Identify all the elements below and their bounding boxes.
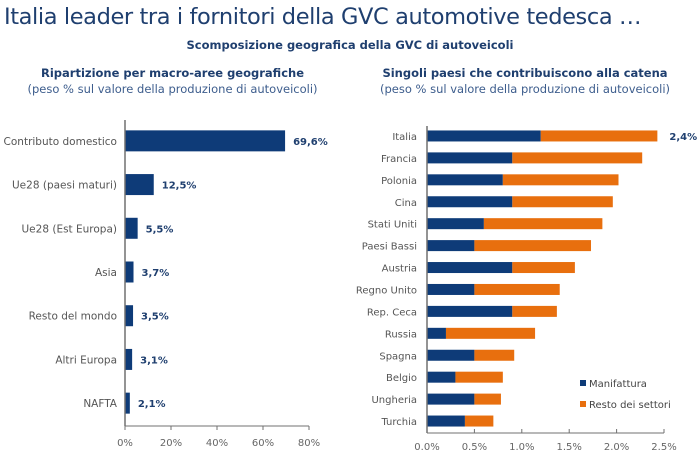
bar-segment-manifattura	[427, 262, 513, 274]
bar	[125, 348, 133, 370]
bar-segment-resto-dei-settori	[512, 152, 643, 164]
x-tick-label: 0.0%	[414, 442, 439, 453]
category-label: NAFTA	[83, 398, 117, 410]
bar-segment-resto-dei-settori	[474, 349, 515, 361]
bar-segment-resto-dei-settori	[474, 283, 560, 295]
bar-segment-resto-dei-settori	[512, 196, 613, 208]
x-tick-label: 1.0%	[509, 442, 534, 453]
bar-segment-resto-dei-settori	[512, 262, 575, 274]
category-label: Austria	[382, 264, 417, 275]
page-title: Italia leader tra i fornitori della GVC …	[4, 4, 642, 30]
bar-segment-manifattura	[427, 327, 446, 339]
category-label: Ue28 (paesi maturi)	[12, 180, 117, 192]
data-label: 3,1%	[140, 355, 168, 366]
x-tick-label: 0.5%	[462, 442, 487, 453]
left-chart-title: Ripartizione per macro-aree geografiche	[41, 66, 304, 80]
right-chart-subtitle: (peso % sul valore della produzione di a…	[379, 82, 671, 96]
bar-segment-resto-dei-settori	[464, 415, 494, 427]
legend-label: Resto dei settori	[589, 400, 671, 411]
left-bar-chart: Contributo domestico 69,6% Ue28 (paesi mat…	[4, 120, 328, 449]
category-label: Polonia	[381, 176, 417, 187]
bar-segment-manifattura	[427, 130, 541, 142]
x-tick-label: 40%	[206, 438, 228, 449]
bar-segment-manifattura	[427, 218, 484, 230]
data-label: 2,1%	[138, 399, 166, 410]
category-label: Spagna	[379, 351, 417, 362]
data-label: 3,7%	[142, 268, 170, 279]
bar-segment-manifattura	[427, 393, 475, 405]
x-tick-label: 1.5%	[556, 442, 581, 453]
x-tick-label: 2.0%	[604, 442, 629, 453]
bar-segment-manifattura	[427, 174, 503, 186]
bar	[125, 217, 138, 239]
category-label: Contributo domestico	[4, 136, 117, 148]
legend-swatch	[580, 401, 586, 407]
category-label: Francia	[381, 154, 417, 165]
right-chart-title: Singoli paesi che contribuiscono alla ca…	[382, 66, 668, 80]
category-label: Ue28 (Est Europa)	[22, 223, 118, 235]
x-tick-label: 20%	[160, 438, 182, 449]
x-tick-label: 2.5%	[651, 442, 676, 453]
right-stacked-bar-chart: Italia 2,4% Francia Polonia Cina Stati Uniti P…	[356, 126, 697, 453]
bar-segment-resto-dei-settori	[483, 218, 603, 230]
bar-segment-resto-dei-settori	[474, 240, 592, 252]
bar-segment-resto-dei-settori	[502, 174, 619, 186]
bar-segment-manifattura	[427, 283, 475, 295]
category-label: Resto del mondo	[29, 311, 117, 323]
data-label: 2,4%	[669, 132, 697, 143]
bar-segment-resto-dei-settori	[474, 393, 501, 405]
bar-segment-manifattura	[427, 415, 465, 427]
category-label: Altri Europa	[55, 354, 117, 366]
left-chart-subtitle: (peso % sul valore della produzione di a…	[27, 82, 318, 96]
bar-segment-manifattura	[427, 152, 513, 164]
bar	[125, 261, 134, 283]
legend-label: Manifattura	[589, 379, 647, 390]
bar	[125, 305, 134, 327]
bar-segment-resto-dei-settori	[512, 305, 557, 317]
category-label: Belgio	[386, 373, 417, 384]
category-label: Regno Unito	[356, 285, 417, 296]
x-tick-label: 0%	[117, 438, 133, 449]
category-label: Turchia	[380, 417, 417, 428]
category-label: Paesi Bassi	[362, 242, 417, 253]
legend-swatch	[580, 380, 586, 386]
bar-segment-resto-dei-settori	[455, 371, 503, 383]
category-label: Cina	[395, 198, 417, 209]
bar-segment-manifattura	[427, 240, 475, 252]
bar	[125, 174, 154, 196]
bar-segment-resto-dei-settori	[540, 130, 658, 142]
category-label: Rep. Ceca	[367, 307, 417, 318]
bar-segment-manifattura	[427, 371, 456, 383]
page-subtitle: Scomposizione geografica della GVC di au…	[186, 38, 514, 52]
bar	[125, 392, 130, 414]
bar-segment-manifattura	[427, 305, 513, 317]
data-label: 12,5%	[162, 181, 197, 192]
category-label: Russia	[385, 329, 417, 340]
category-label: Italia	[392, 132, 417, 143]
data-label: 3,5%	[141, 312, 169, 323]
category-label: Asia	[95, 267, 117, 279]
bar-segment-resto-dei-settori	[445, 327, 536, 339]
bar-segment-manifattura	[427, 196, 513, 208]
category-label: Ungheria	[371, 395, 417, 406]
bar	[125, 130, 286, 152]
x-tick-label: 80%	[298, 438, 320, 449]
bar-segment-manifattura	[427, 349, 475, 361]
data-label: 5,5%	[146, 224, 174, 235]
x-tick-label: 60%	[252, 438, 274, 449]
data-label: 69,6%	[293, 137, 328, 148]
category-label: Stati Uniti	[368, 220, 417, 231]
